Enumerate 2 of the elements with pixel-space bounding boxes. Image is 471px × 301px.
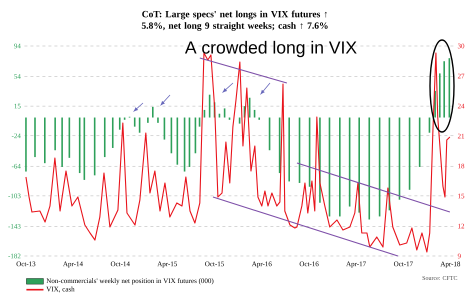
annotation: A crowded long in VIX: [184, 40, 357, 58]
chart-title: CoT: Large specs' net longs in VIX futures ↑ 5.8%, net long 9 straight weeks; cash ↑ 7.6%: [142, 10, 328, 31]
